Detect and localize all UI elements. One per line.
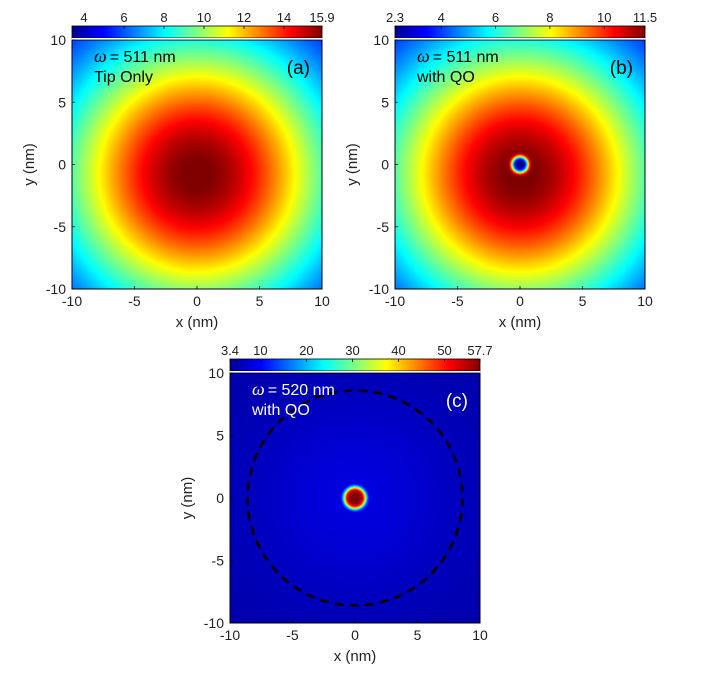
colorbar [394,25,646,39]
y-tick-label: 0 [58,157,66,173]
colorbar-tick-label: 40 [391,343,405,358]
x-tick-label: 10 [472,627,488,643]
omega-symbol: ω [252,379,265,399]
panel-label: (c) [446,391,468,412]
colorbar-tick-label: 11.5 [633,10,657,25]
y-tick-label: 5 [58,94,66,110]
colorbar-tick-label: 6 [120,10,127,25]
chart-panel-1: 4 6 8 10 12 14 15.9 -10 -5 0 5 10 -10 -5 0 5 10 x (nm) y (… [21,10,335,331]
omega-symbol: ω [94,46,107,66]
colorbar-tick-label: 57.7 [467,343,492,358]
x-axis-label: x (nm) [334,648,377,665]
x-tick-label: 5 [414,627,422,643]
x-tick-label: 0 [351,627,359,643]
y-axis-label: y (nm) [344,143,361,186]
annotation-condition: with QO [416,69,475,86]
colorbar-tick-label: 20 [299,343,313,358]
x-tick-label: -5 [286,627,299,643]
annotation-wavelength: ω = 511 nm [94,46,176,66]
wavelength-value: = 511 nm [110,49,176,66]
x-tick-label: -5 [128,293,141,309]
x-tick-label: -10 [385,293,405,309]
x-tick-label: 10 [314,293,330,309]
y-tick-label: -10 [46,281,66,297]
y-tick-label: 5 [216,428,224,444]
x-tick-label: -10 [220,627,240,643]
heatmap-image [230,373,480,623]
y-axis-label: y (nm) [21,143,38,186]
y-tick-label: -5 [54,219,67,235]
annotation-wavelength: ω = 520 nm [252,379,335,399]
dashed-circle [246,389,464,607]
y-tick-label: -10 [204,615,224,631]
x-axis-label: x (nm) [176,314,219,331]
colorbar-tick-label: 3.4 [221,343,239,358]
x-tick-label: 5 [579,293,587,309]
colorbar-tick-label: 10 [197,10,211,25]
panel-label: (b) [610,58,633,79]
colorbar [71,25,323,39]
x-tick-label: 0 [516,293,524,309]
colorbar [229,358,481,372]
chart-panel-3: 3.4 10 20 30 40 50 57.7 -10 -5 0 5 10 -10 -5 0 5 10 x (nm… [179,343,493,665]
y-tick-label: 10 [208,365,224,381]
x-tick-label: 10 [637,293,653,309]
heatmap-image [72,40,322,289]
y-tick-label: 0 [381,157,389,173]
annotation-condition: Tip Only [94,69,153,86]
y-tick-label: 10 [373,32,389,48]
y-tick-label: -5 [212,553,225,569]
y-tick-label: -10 [369,281,389,297]
colorbar-tick-label: 4 [80,10,87,25]
x-tick-label: -10 [62,293,82,309]
omega-symbol: ω [417,46,430,66]
colorbar-tick-label: 10 [597,10,611,25]
heatmap-image [395,40,645,289]
y-tick-label: 10 [50,32,66,48]
colorbar-tick-label: 8 [160,10,167,25]
colorbar-tick-label: 14 [277,10,291,25]
panel-label: (a) [287,58,310,79]
colorbar-tick-label: 15.9 [309,10,334,25]
chart-panel-2: 2.3 4 6 8 10 11.5 -10 -5 0 5 10 -10 -5 0 5 10 x (nm) y (n… [344,10,657,331]
wavelength-value: = 511 nm [433,49,499,66]
colorbar-tick-label: 12 [237,10,251,25]
y-tick-label: -5 [377,219,390,235]
colorbar-tick-label: 10 [253,343,267,358]
y-tick-label: 0 [216,490,224,506]
colorbar-tick-label: 50 [437,343,451,358]
colorbar-tick-label: 30 [345,343,359,358]
colorbar-tick-label: 8 [546,10,553,25]
annotation-condition: with QO [251,402,310,419]
wavelength-value: = 520 nm [268,382,335,399]
colorbar-tick-label: 6 [492,10,499,25]
x-tick-label: 0 [193,293,201,309]
y-axis-label: y (nm) [179,477,196,520]
y-tick-label: 5 [381,94,389,110]
x-tick-label: -5 [451,293,464,309]
x-tick-label: 5 [256,293,264,309]
x-axis-label: x (nm) [499,314,542,331]
colorbar-tick-label: 4 [438,10,445,25]
annotation-wavelength: ω = 511 nm [417,46,499,66]
colorbar-tick-label: 2.3 [386,10,404,25]
